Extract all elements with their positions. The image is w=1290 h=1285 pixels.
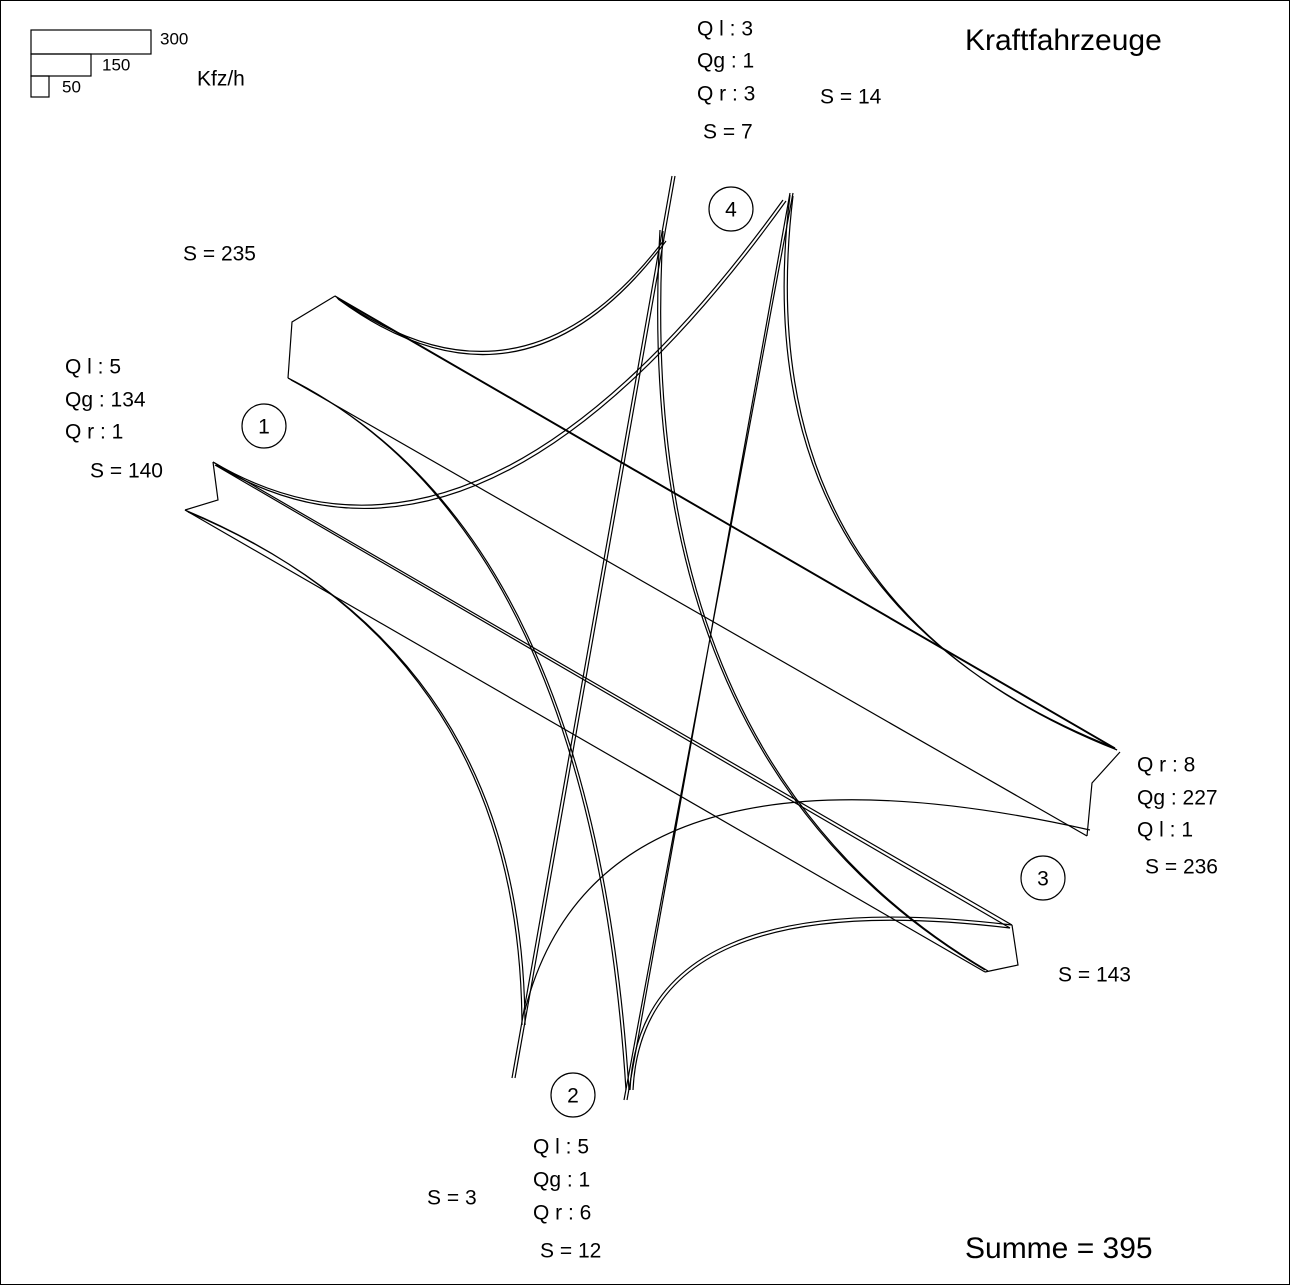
right-turn: Q r : 1 xyxy=(65,421,123,444)
legend-bar xyxy=(30,75,50,98)
flow xyxy=(783,194,1118,751)
flow xyxy=(334,295,1118,751)
left-turn: Q l : 5 xyxy=(533,1136,589,1159)
total: Summe = 395 xyxy=(965,1232,1153,1265)
approach-2: 2 Q l : 5 Qg : 1 Q r : 6 S = 12 S = 3 xyxy=(427,1072,601,1263)
flow xyxy=(212,199,787,509)
title: Kraftfahrzeuge xyxy=(965,24,1162,57)
flow xyxy=(524,799,1091,1011)
sum: S = 12 xyxy=(540,1240,601,1263)
straight: Qg : 1 xyxy=(533,1169,590,1192)
sum: S = 140 xyxy=(90,460,163,483)
left-turn: Q l : 1 xyxy=(1137,819,1193,842)
left-turn: Q l : 3 xyxy=(697,18,753,41)
flow xyxy=(184,509,986,973)
approach-4: 4 Q l : 3 Qg : 1 Q r : 3 S = 7 S = 14 xyxy=(697,18,882,232)
flow xyxy=(657,229,989,972)
exit-sum: S = 143 xyxy=(1058,964,1131,987)
approach-number: 4 xyxy=(725,199,737,222)
left-turn: Q l : 5 xyxy=(65,356,121,379)
flow xyxy=(212,461,1013,929)
legend-label: 50 xyxy=(62,77,81,96)
right-turn: Q r : 6 xyxy=(533,1202,591,1225)
approach-number: 3 xyxy=(1037,868,1049,891)
flow xyxy=(287,377,630,1091)
right-turn: Q r : 3 xyxy=(697,83,755,106)
arm-outline xyxy=(1086,751,1121,837)
arm-outline xyxy=(287,295,336,379)
approach-number: 2 xyxy=(567,1085,579,1108)
flow xyxy=(629,916,1013,1091)
arm-outline xyxy=(184,461,219,511)
flow xyxy=(623,192,794,1101)
flow xyxy=(334,239,667,356)
straight: Qg : 227 xyxy=(1137,787,1218,810)
straight: Qg : 1 xyxy=(697,50,754,73)
approach-number: 1 xyxy=(258,416,270,439)
arm-outline xyxy=(984,924,1019,973)
sum: S = 7 xyxy=(703,121,753,144)
exit-sum: S = 235 xyxy=(183,243,256,266)
legend-bar xyxy=(30,53,92,77)
right-turn: Q r : 8 xyxy=(1137,754,1195,777)
flow xyxy=(511,175,676,1079)
legend: 300 150 50 Kfz/h xyxy=(30,29,245,98)
approach-circle xyxy=(1020,855,1066,901)
flows xyxy=(184,175,1121,1101)
straight: Qg : 134 xyxy=(65,389,146,412)
flow xyxy=(287,377,1088,837)
legend-unit: Kfz/h xyxy=(197,68,245,91)
exit-sum: S = 3 xyxy=(427,1187,477,1210)
approach-circle xyxy=(550,1072,596,1118)
flow xyxy=(184,509,526,1026)
legend-label: 150 xyxy=(102,55,130,74)
approach-3: 3 Q r : 8 Qg : 227 Q l : 1 S = 236 S = 1… xyxy=(1020,754,1218,987)
approach-1: 1 Q l : 5 Qg : 134 Q r : 1 S = 140 S = 2… xyxy=(65,243,287,483)
exit-sum: S = 14 xyxy=(820,86,882,109)
approach-circle xyxy=(708,186,754,232)
sum: S = 236 xyxy=(1145,856,1218,879)
legend-label: 300 xyxy=(160,29,188,48)
approach-circle xyxy=(241,403,287,449)
